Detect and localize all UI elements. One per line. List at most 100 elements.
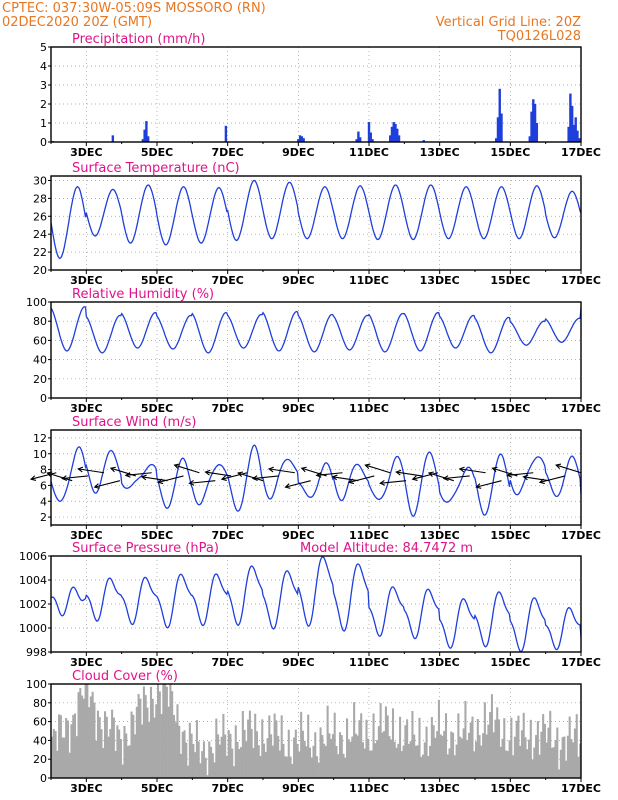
precip-bar (498, 88, 501, 142)
plot-frame (50, 429, 582, 526)
precip-bar (495, 138, 498, 142)
wind-arrowhead (204, 469, 211, 476)
y-tick-label: 1 (40, 117, 47, 130)
cloud-bar (52, 728, 55, 778)
cloud-bar (194, 752, 197, 778)
x-tick-label: 7DEC (211, 656, 243, 669)
x-tick-label: 3DEC (70, 529, 102, 542)
cloud-bar (374, 743, 377, 778)
precip-bar (500, 113, 503, 142)
cloud-bar (285, 756, 289, 778)
precip-bar (533, 104, 537, 142)
precip-bar (389, 135, 392, 142)
cloud-bar (98, 717, 101, 778)
cloud-bar (79, 687, 82, 778)
precip-bar (530, 111, 533, 142)
cloud-bar (492, 732, 495, 778)
precip-bar (394, 123, 397, 142)
cloud-bar (323, 743, 326, 778)
cloud-bar (524, 737, 527, 778)
cloud-bar (241, 710, 244, 778)
x-tick-label: 15DEC (490, 274, 530, 287)
cloud-bar (284, 756, 287, 778)
cloud-bar (270, 734, 273, 778)
cloud-bar (540, 731, 543, 778)
cloud-bar (338, 732, 342, 778)
wind-vector (316, 472, 343, 476)
x-tick-label: 15DEC (490, 402, 530, 415)
x-tick-label: 5DEC (141, 782, 173, 795)
cloud-bar (466, 740, 469, 778)
wind-vector (174, 464, 200, 474)
x-tick-label: 3DEC (70, 402, 102, 415)
wind-vector (30, 472, 57, 480)
y-tick-label: 28 (33, 192, 47, 205)
x-tick-label: 3DEC (70, 146, 102, 159)
cloud-bar (54, 731, 57, 778)
cloud-bar (508, 740, 511, 778)
precip-bar (371, 139, 374, 142)
y-tick-label: 20 (33, 753, 47, 766)
precip-bar (300, 136, 304, 142)
wind-arrowhead (522, 474, 529, 481)
cloud-bar (202, 741, 205, 778)
x-tick-label: 7DEC (211, 274, 243, 287)
plot-frame (50, 46, 582, 143)
cloud-bar (109, 729, 112, 778)
y-tick-label: 2 (40, 511, 47, 524)
cloud-bar (506, 751, 509, 778)
cloud-bar (188, 722, 191, 778)
cloud-bar (305, 746, 308, 778)
y-tick-label: 3 (40, 79, 47, 92)
cloud-bar (310, 757, 313, 778)
cloud-bar (111, 709, 114, 778)
cloud-bar (107, 736, 110, 778)
x-tick-label: 13DEC (420, 656, 460, 669)
wind-arrowhead (300, 466, 307, 473)
y-tick-label: 0 (40, 136, 47, 149)
cloud-bar (96, 710, 99, 778)
cloud-bar (181, 731, 184, 778)
panel-5: 0 20 40 60 80 100 3DEC 5DEC 7DEC 9DEC 11DEC 13DEC 15… (26, 669, 601, 795)
cloud-bar (227, 729, 230, 778)
wind-arrowhead (140, 474, 147, 481)
cloud-bar (206, 775, 209, 778)
wind-arrowhead (395, 469, 402, 476)
y-tick-label: 80 (33, 315, 47, 328)
cloud-bar (144, 695, 147, 778)
wind-arrowhead (411, 475, 418, 481)
cloud-bar (441, 735, 444, 778)
precip-bar (224, 125, 228, 142)
cloud-bar (248, 710, 251, 778)
precip-bar (569, 93, 572, 142)
cloud-bar (84, 684, 87, 778)
cloud-bar (105, 716, 108, 778)
panel-title: Relative Humidity (%) (72, 287, 214, 302)
cloud-bar (471, 716, 474, 778)
wind-vector (428, 472, 454, 482)
cloud-bar (361, 742, 364, 778)
cloud-bar (282, 743, 285, 778)
cloud-bar (114, 750, 117, 778)
cloud-bar (448, 748, 451, 778)
x-tick-label: 5DEC (141, 146, 173, 159)
wind-arrowhead (173, 463, 180, 470)
cloud-bar (467, 732, 470, 778)
cloud-bar (70, 724, 73, 778)
x-tick-label: 5DEC (141, 274, 173, 287)
header-date: 02DEC2020 20Z (GMT) (2, 15, 152, 30)
x-tick-label: 17DEC (561, 529, 601, 542)
precip-bar (578, 138, 581, 142)
panel-annotation: Model Altitude: 84.7472 m (300, 541, 473, 556)
cloud-bar (254, 713, 257, 778)
cloud-bar (300, 711, 303, 778)
x-tick-label: 13DEC (420, 274, 460, 287)
cloud-bar (296, 743, 299, 778)
cloud-bar (340, 735, 343, 778)
cloud-bar (308, 747, 311, 778)
cloud-bar (390, 739, 393, 778)
wind-arrowhead (237, 471, 244, 477)
wind-vector (412, 472, 439, 480)
cloud-bar (123, 725, 126, 778)
cloud-bar (512, 755, 515, 778)
